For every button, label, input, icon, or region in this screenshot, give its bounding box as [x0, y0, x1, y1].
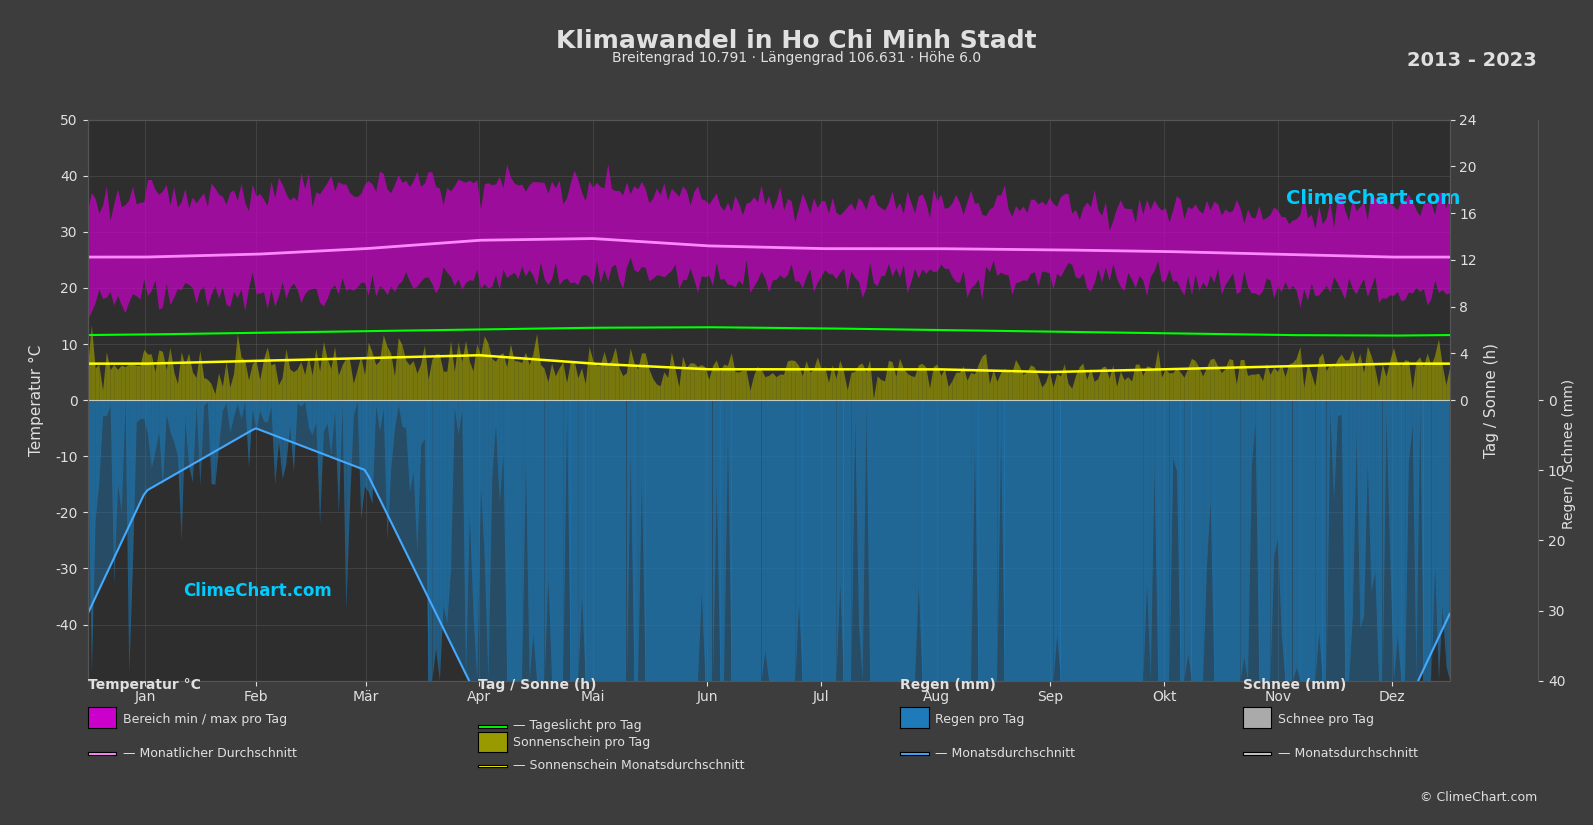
Text: ClimeChart.com: ClimeChart.com — [1286, 189, 1461, 208]
Text: Sonnenschein pro Tag: Sonnenschein pro Tag — [513, 736, 650, 749]
Text: — Tageslicht pro Tag: — Tageslicht pro Tag — [513, 719, 642, 733]
Text: Schnee pro Tag: Schnee pro Tag — [1278, 713, 1373, 726]
Text: — Monatsdurchschnitt: — Monatsdurchschnitt — [1278, 747, 1418, 760]
Text: Breitengrad 10.791 · Längengrad 106.631 · Höhe 6.0: Breitengrad 10.791 · Längengrad 106.631 … — [612, 51, 981, 65]
Y-axis label: Temperatur °C: Temperatur °C — [29, 345, 45, 455]
Text: — Sonnenschein Monatsdurchschnitt: — Sonnenschein Monatsdurchschnitt — [513, 759, 744, 772]
Text: © ClimeChart.com: © ClimeChart.com — [1419, 791, 1537, 804]
Text: Regen pro Tag: Regen pro Tag — [935, 713, 1024, 726]
Y-axis label: Tag / Sonne (h): Tag / Sonne (h) — [1485, 342, 1499, 458]
Text: Regen (mm): Regen (mm) — [900, 678, 996, 692]
Text: — Monatsdurchschnitt: — Monatsdurchschnitt — [935, 747, 1075, 760]
Text: Schnee (mm): Schnee (mm) — [1243, 678, 1346, 692]
Text: Bereich min / max pro Tag: Bereich min / max pro Tag — [123, 713, 287, 726]
Text: Regen / Schnee (mm): Regen / Schnee (mm) — [1563, 379, 1575, 529]
Text: Tag / Sonne (h): Tag / Sonne (h) — [478, 678, 596, 692]
Text: Klimawandel in Ho Chi Minh Stadt: Klimawandel in Ho Chi Minh Stadt — [556, 29, 1037, 53]
Text: Temperatur °C: Temperatur °C — [88, 678, 201, 692]
Text: 2013 - 2023: 2013 - 2023 — [1408, 51, 1537, 70]
Text: ClimeChart.com: ClimeChart.com — [183, 582, 331, 601]
Text: — Monatlicher Durchschnitt: — Monatlicher Durchschnitt — [123, 747, 296, 760]
